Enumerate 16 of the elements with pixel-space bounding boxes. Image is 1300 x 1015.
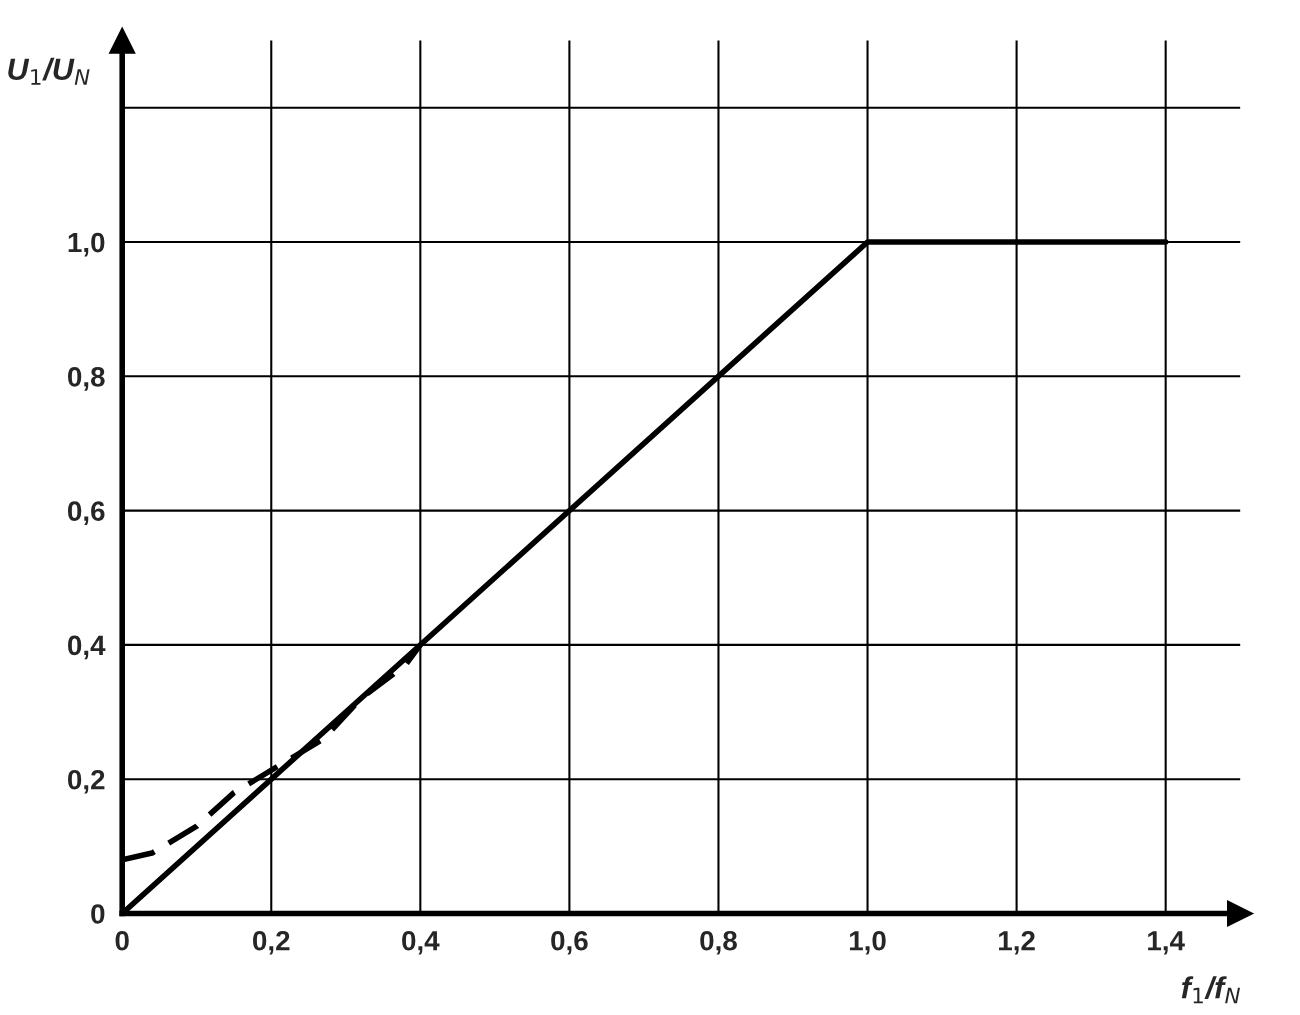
y-tick-label: 0 [91, 904, 105, 924]
x-tick-label: 0,2 [253, 930, 290, 955]
y-tick-label: 0,2 [68, 769, 105, 794]
x-tick-label: 1,0 [849, 930, 886, 955]
x-tick-label: 0,6 [551, 930, 588, 955]
y-tick-label: 0,4 [68, 635, 106, 660]
x-axis-title: f$_{1}$/f$_{N}$ [1181, 976, 1240, 1004]
y-axis-title: U$_{1}$/U$_{N}$ [8, 57, 90, 85]
x-tick-label: 0,4 [402, 930, 440, 955]
x-tick-label: 0,8 [700, 930, 737, 955]
x-tick-label: 1,4 [1148, 931, 1185, 955]
y-tick-label: 0,8 [68, 367, 105, 391]
x-tick-label: 0 [115, 930, 129, 951]
x-tick-label: 1,2 [999, 930, 1035, 955]
y-tick-label: 1,0 [68, 232, 105, 257]
y-tick-label: 0,6 [68, 501, 105, 525]
